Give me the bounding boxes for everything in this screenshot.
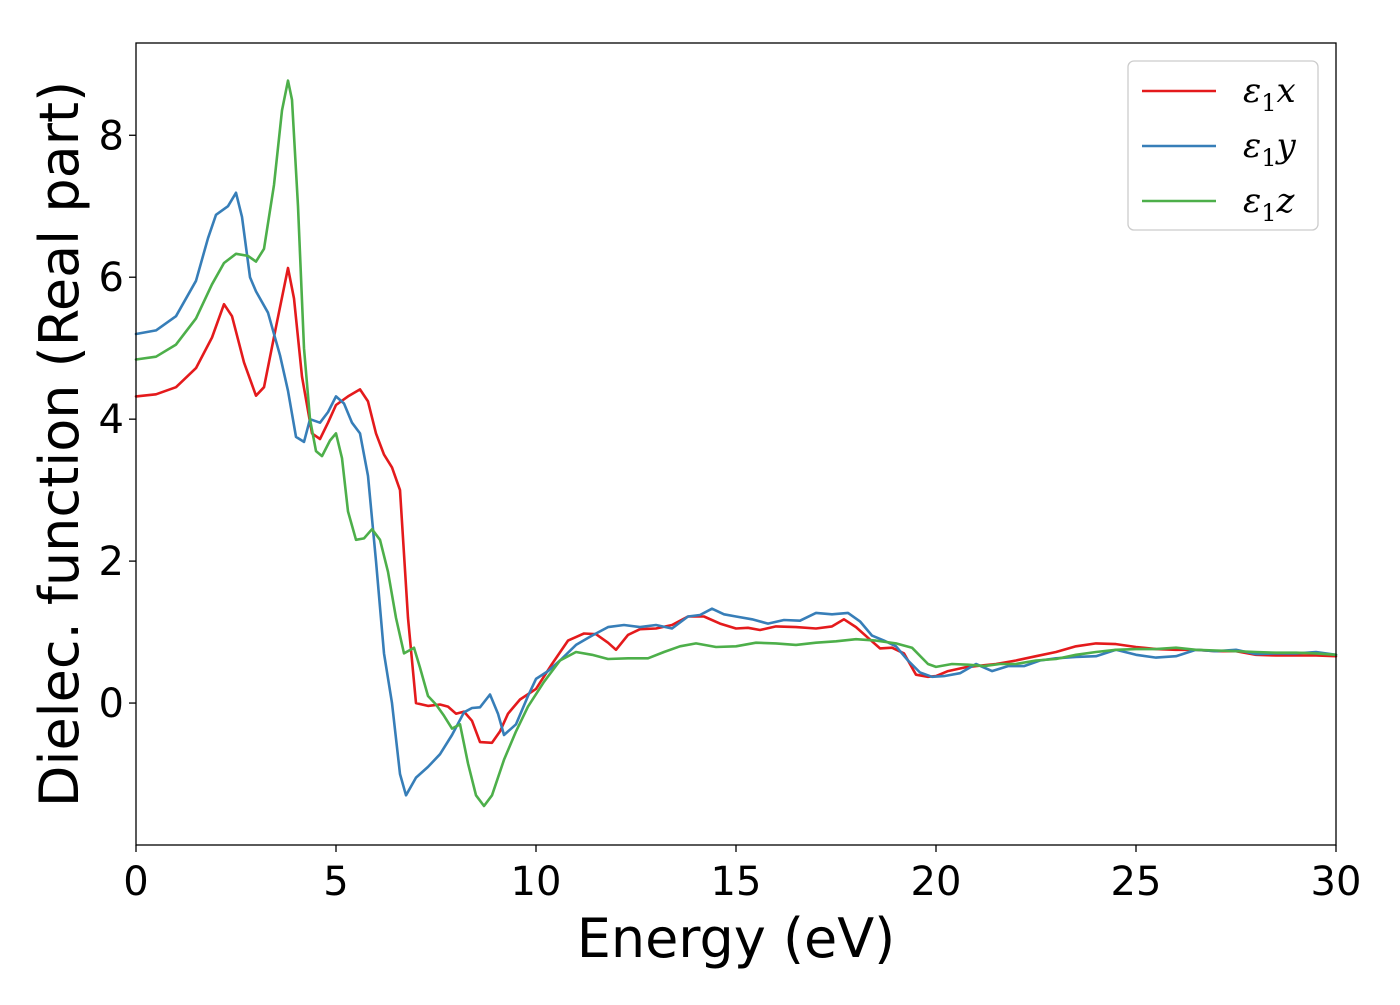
y-axis-title: Dielec. function (Real part)	[28, 81, 91, 807]
legend-label-y: ε1y	[1243, 126, 1297, 172]
x-tick-label: 0	[123, 859, 148, 905]
y-tick-label: 0	[99, 681, 124, 727]
x-tick-label: 30	[1311, 859, 1362, 905]
series-line-x	[134, 266, 1338, 745]
legend-label-x: ε1x	[1243, 71, 1296, 117]
tick-layer: 0 5 10 15 20 25 30 0 2 4 6 8	[99, 113, 1362, 905]
legend-box	[1127, 60, 1319, 231]
legend: ε1x ε1y ε1z	[1127, 60, 1319, 231]
x-tick-label: 5	[323, 859, 348, 905]
legend-items: ε1x ε1y ε1z	[1142, 71, 1297, 227]
y-tick-label: 8	[99, 113, 124, 159]
legend-label-z: ε1z	[1243, 181, 1296, 227]
x-tick-label: 20	[911, 859, 962, 905]
y-tick-label: 6	[99, 255, 124, 301]
x-tick-label: 10	[511, 859, 562, 905]
x-tick-label: 25	[1111, 859, 1162, 905]
series-layer	[134, 79, 1338, 808]
x-tick-label: 15	[711, 859, 762, 905]
y-tick-label: 4	[99, 397, 124, 443]
y-tick-label: 2	[99, 539, 124, 585]
series-line-z	[134, 79, 1338, 808]
series-line-y	[134, 191, 1338, 797]
x-axis-title: Energy (eV)	[577, 907, 896, 970]
